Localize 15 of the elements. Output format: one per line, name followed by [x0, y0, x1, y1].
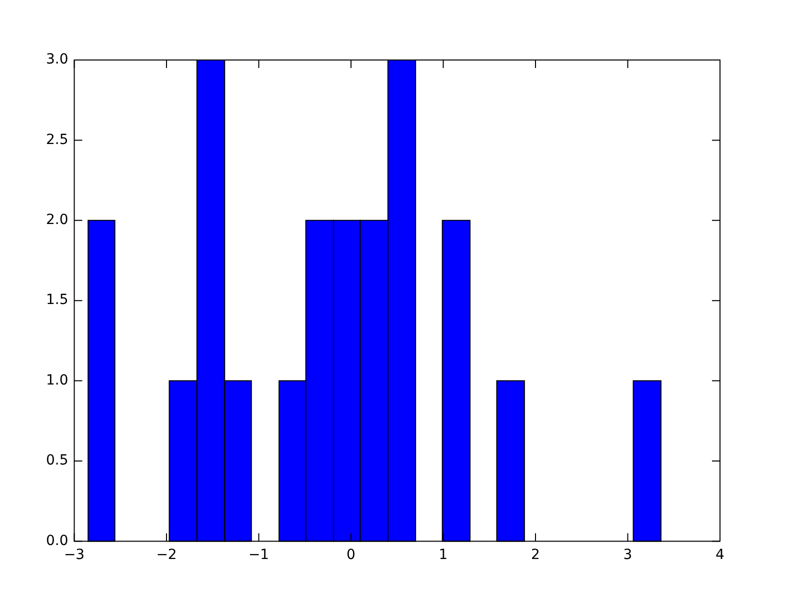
x-tick-label: 1: [438, 547, 448, 564]
y-tick-label: 2.5: [46, 132, 68, 148]
x-tick-label: 3: [623, 547, 632, 564]
x-tick-label: −2: [156, 547, 177, 564]
x-tick-label: 0: [346, 547, 356, 564]
x-tick-label: 2: [531, 547, 540, 564]
x-tick-label: −1: [248, 547, 270, 564]
y-tick-label: 0.5: [46, 452, 68, 469]
y-tick-label: 2.0: [46, 212, 68, 228]
y-tick-label: 3.0: [46, 52, 68, 68]
y-tick-label: 0.0: [46, 532, 68, 549]
x-tick-label: −3: [64, 547, 85, 564]
y-tick-label: 1.0: [46, 372, 68, 388]
y-tick-label: 1.5: [46, 292, 68, 308]
x-tick-label: 4: [716, 547, 725, 564]
